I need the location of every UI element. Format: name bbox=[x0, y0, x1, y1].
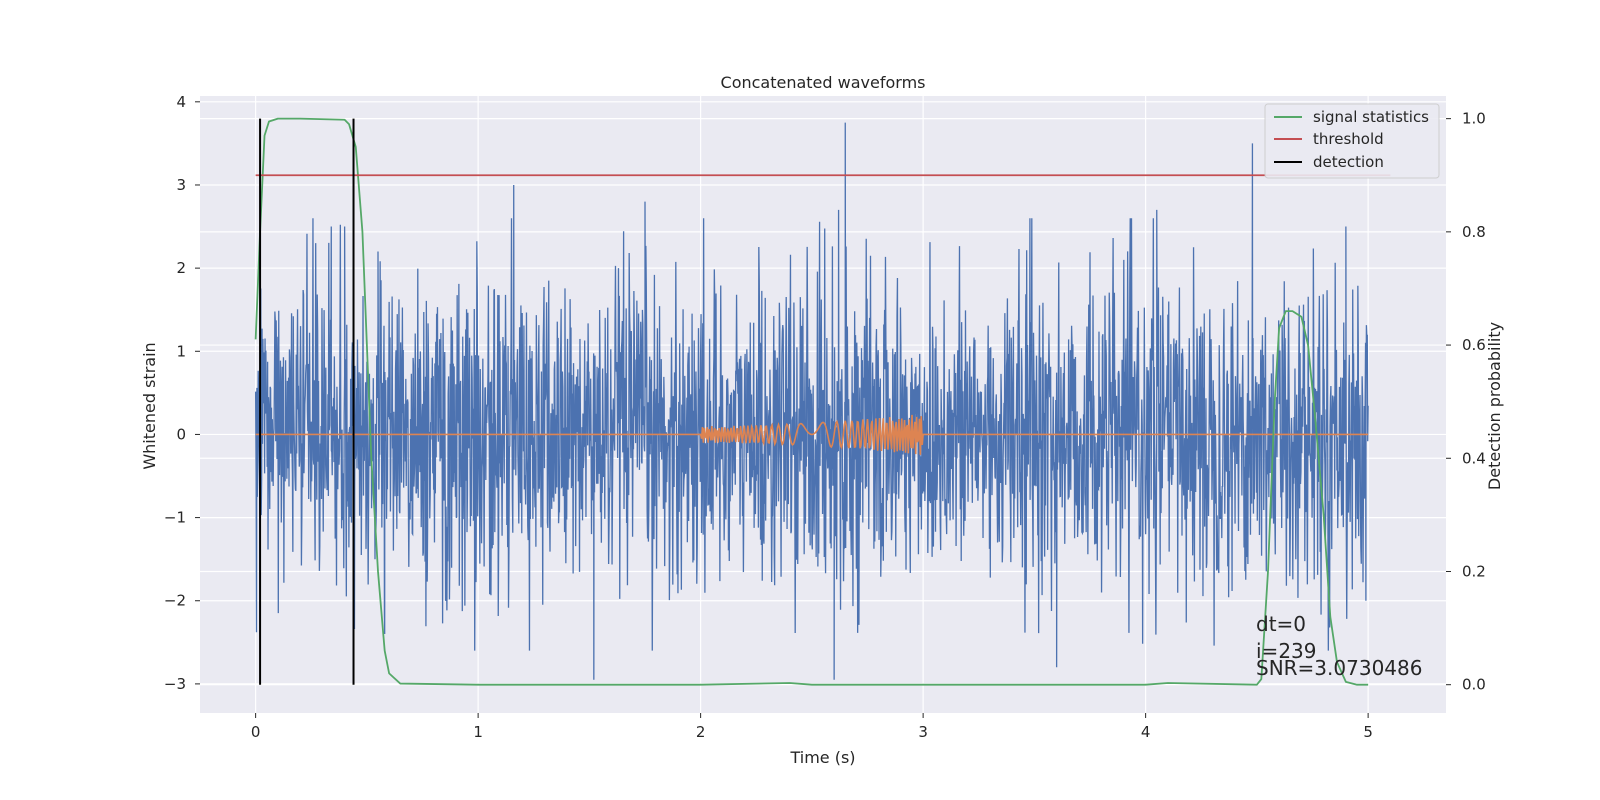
x-tick-label-0: 0 bbox=[251, 723, 261, 741]
y-right-tick-label-4: 0.8 bbox=[1462, 223, 1486, 241]
y-right-tick-label-2: 0.4 bbox=[1462, 449, 1486, 467]
y-axis-label-right: Detection probability bbox=[1485, 322, 1504, 490]
y-left-tick-label-0: −3 bbox=[164, 675, 186, 693]
ticks-layer: 0 1 2 3 4 5 −3 −2 −1 0 1 2 3 4 0.0 0.2 0.4 0.6 0.8 1.0 bbox=[164, 93, 1486, 741]
x-tick-label-3: 3 bbox=[918, 723, 928, 741]
y-left-tick-label-2: −1 bbox=[164, 509, 186, 527]
y-right-tick-label-3: 0.6 bbox=[1462, 336, 1486, 354]
y-left-tick-label-1: −2 bbox=[164, 592, 186, 610]
x-tick-label-2: 2 bbox=[696, 723, 706, 741]
series-injected-signal bbox=[255, 414, 1369, 455]
chart-title: Concatenated waveforms bbox=[721, 73, 926, 92]
legend-label-signal-statistics: signal statistics bbox=[1313, 108, 1429, 126]
y-right-tick-label-1: 0.2 bbox=[1462, 562, 1486, 580]
annotation-snr: SNR=3.0730486 bbox=[1256, 656, 1422, 680]
legend: signal statistics threshold detection bbox=[1264, 103, 1440, 179]
legend-label-detection: detection bbox=[1313, 153, 1384, 171]
y-left-tick-label-4: 1 bbox=[176, 342, 186, 360]
x-axis-label: Time (s) bbox=[789, 748, 855, 767]
legend-box bbox=[1264, 103, 1440, 179]
series-strain-noise bbox=[254, 122, 1369, 680]
y-left-tick-label-5: 2 bbox=[176, 259, 186, 277]
annotation-i: i=239 bbox=[1256, 639, 1317, 663]
y-right-tick-label-0: 0.0 bbox=[1462, 676, 1486, 694]
y-left-tick-label-6: 3 bbox=[176, 176, 186, 194]
series-signal-statistics bbox=[254, 117, 1369, 686]
x-tick-label-5: 5 bbox=[1363, 723, 1373, 741]
y-left-tick-label-7: 4 bbox=[176, 93, 186, 111]
x-tick-label-1: 1 bbox=[473, 723, 483, 741]
y-right-tick-label-5: 1.0 bbox=[1462, 110, 1486, 128]
y-axis-label-left: Whitened strain bbox=[140, 342, 159, 469]
x-tick-label-4: 4 bbox=[1141, 723, 1151, 741]
legend-label-threshold: threshold bbox=[1313, 130, 1384, 148]
series-layer bbox=[254, 117, 1391, 686]
annotation-dt: dt=0 bbox=[1256, 612, 1306, 636]
y-left-tick-label-3: 0 bbox=[176, 425, 186, 443]
